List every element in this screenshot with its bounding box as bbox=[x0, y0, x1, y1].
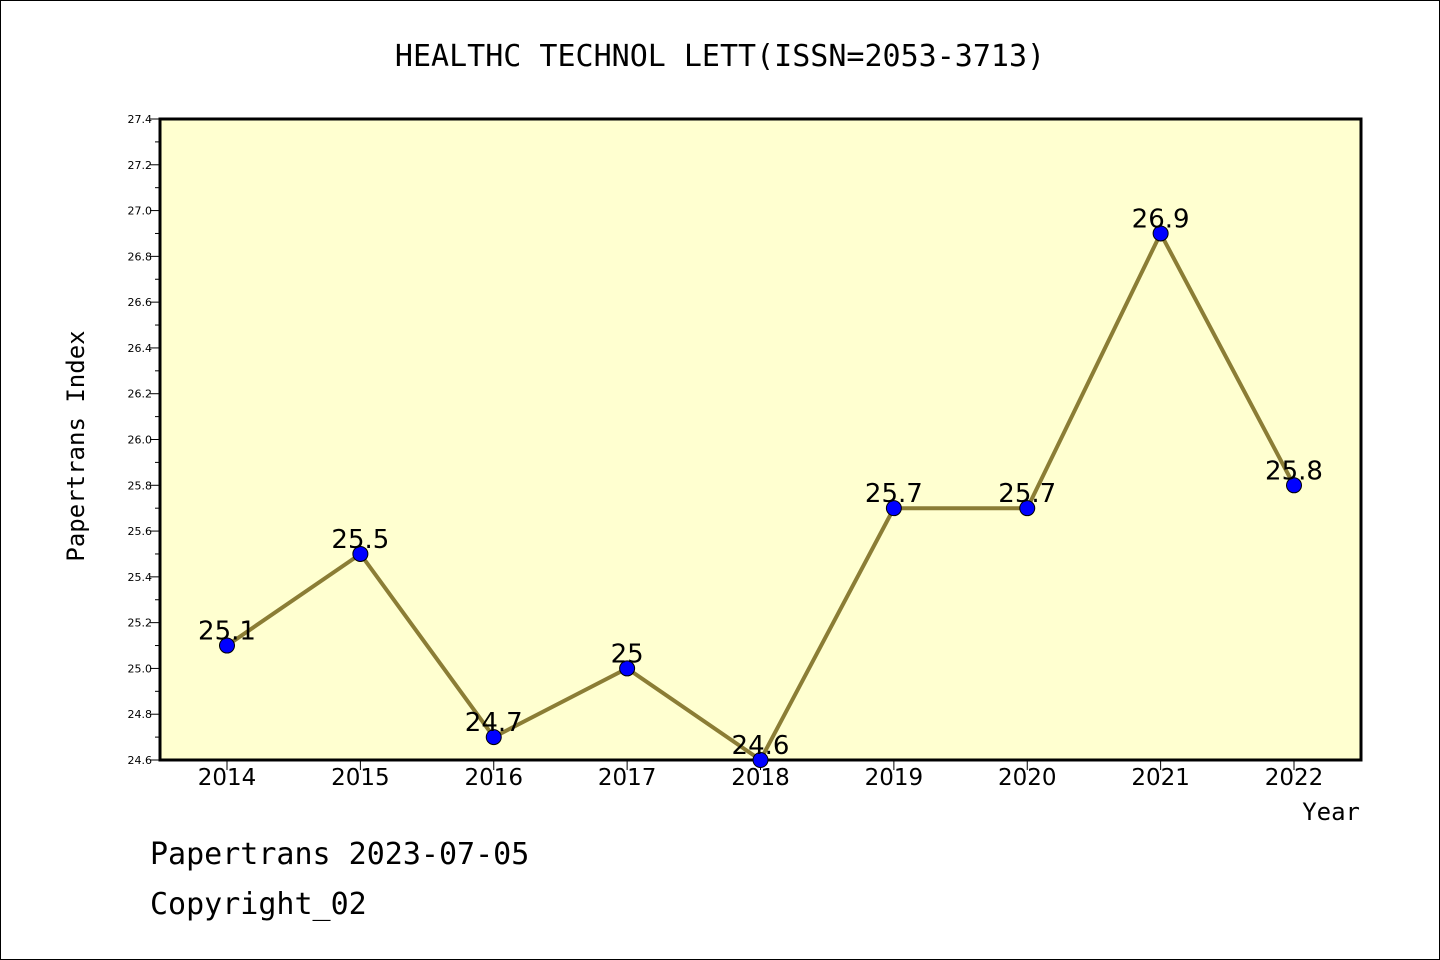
y-tick-label: 25.0 bbox=[128, 662, 153, 675]
y-tick-label: 24.8 bbox=[128, 708, 153, 721]
x-tick-label: 2020 bbox=[998, 765, 1057, 791]
y-axis-label: Papertrans Index bbox=[62, 330, 90, 561]
y-tick-label: 25.8 bbox=[128, 479, 153, 492]
data-point bbox=[485, 729, 502, 746]
y-tick-label: 27.4 bbox=[128, 113, 153, 126]
x-tick-label: 2016 bbox=[464, 765, 523, 791]
y-tick-label: 26.4 bbox=[128, 342, 153, 355]
y-tick-label: 25.6 bbox=[128, 525, 153, 538]
data-point bbox=[1019, 500, 1036, 517]
data-point bbox=[619, 660, 636, 677]
x-tick-label: 2021 bbox=[1131, 765, 1190, 791]
source-date-text: Papertrans 2023-07-05 bbox=[150, 837, 529, 872]
y-tick-label: 26.2 bbox=[128, 388, 153, 401]
data-label: 25.7 bbox=[998, 479, 1056, 509]
data-label: 25.1 bbox=[198, 617, 256, 647]
y-tick-label: 26.0 bbox=[128, 434, 153, 447]
data-point bbox=[752, 752, 769, 768]
data-point bbox=[885, 500, 902, 517]
data-label: 25 bbox=[611, 639, 644, 669]
data-points bbox=[219, 225, 1302, 768]
data-point bbox=[1152, 225, 1169, 242]
y-axis: 24.6 24.8 25.0 25.2 25.4 25.6 25.8 26.0 26.2 26.4… bbox=[128, 113, 160, 767]
data-point bbox=[219, 637, 235, 654]
y-tick-label: 27.0 bbox=[128, 205, 153, 218]
y-tick-label: 26.8 bbox=[128, 250, 153, 263]
chart-title: HEALTHC TECHNOL LETT(ISSN=2053-3713) bbox=[395, 39, 1045, 74]
y-tick-label: 27.2 bbox=[128, 159, 153, 172]
data-point bbox=[352, 545, 369, 562]
data-label: 24.7 bbox=[465, 708, 523, 738]
y-tick-label: 24.6 bbox=[128, 754, 153, 767]
copyright-text: Copyright_02 bbox=[150, 887, 367, 922]
data-label: 25.5 bbox=[331, 525, 389, 555]
data-label: 25.7 bbox=[865, 479, 923, 509]
x-tick-label: 2015 bbox=[331, 765, 390, 791]
y-tick-label: 26.6 bbox=[128, 296, 153, 309]
x-tick-label: 2019 bbox=[865, 765, 924, 791]
x-tick-label: 2017 bbox=[598, 765, 657, 791]
x-tick-label: 2014 bbox=[198, 765, 257, 791]
data-label: 24.6 bbox=[732, 731, 790, 761]
x-axis-label: Year bbox=[1302, 798, 1360, 826]
x-axis: 2014 2015 2016 2017 2018 2019 2020 2021 2022 bbox=[198, 760, 1324, 791]
data-point bbox=[1286, 477, 1302, 494]
x-tick-label: 2022 bbox=[1265, 765, 1324, 791]
data-label: 25.8 bbox=[1265, 456, 1323, 486]
y-tick-label: 25.4 bbox=[128, 571, 153, 584]
x-tick-label: 2018 bbox=[731, 765, 790, 791]
y-tick-label: 25.2 bbox=[128, 617, 153, 630]
data-labels: 25.1 25.5 24.7 25 24.6 25.7 25.7 26.9 25.8 bbox=[198, 204, 1323, 761]
data-label: 26.9 bbox=[1132, 204, 1190, 234]
